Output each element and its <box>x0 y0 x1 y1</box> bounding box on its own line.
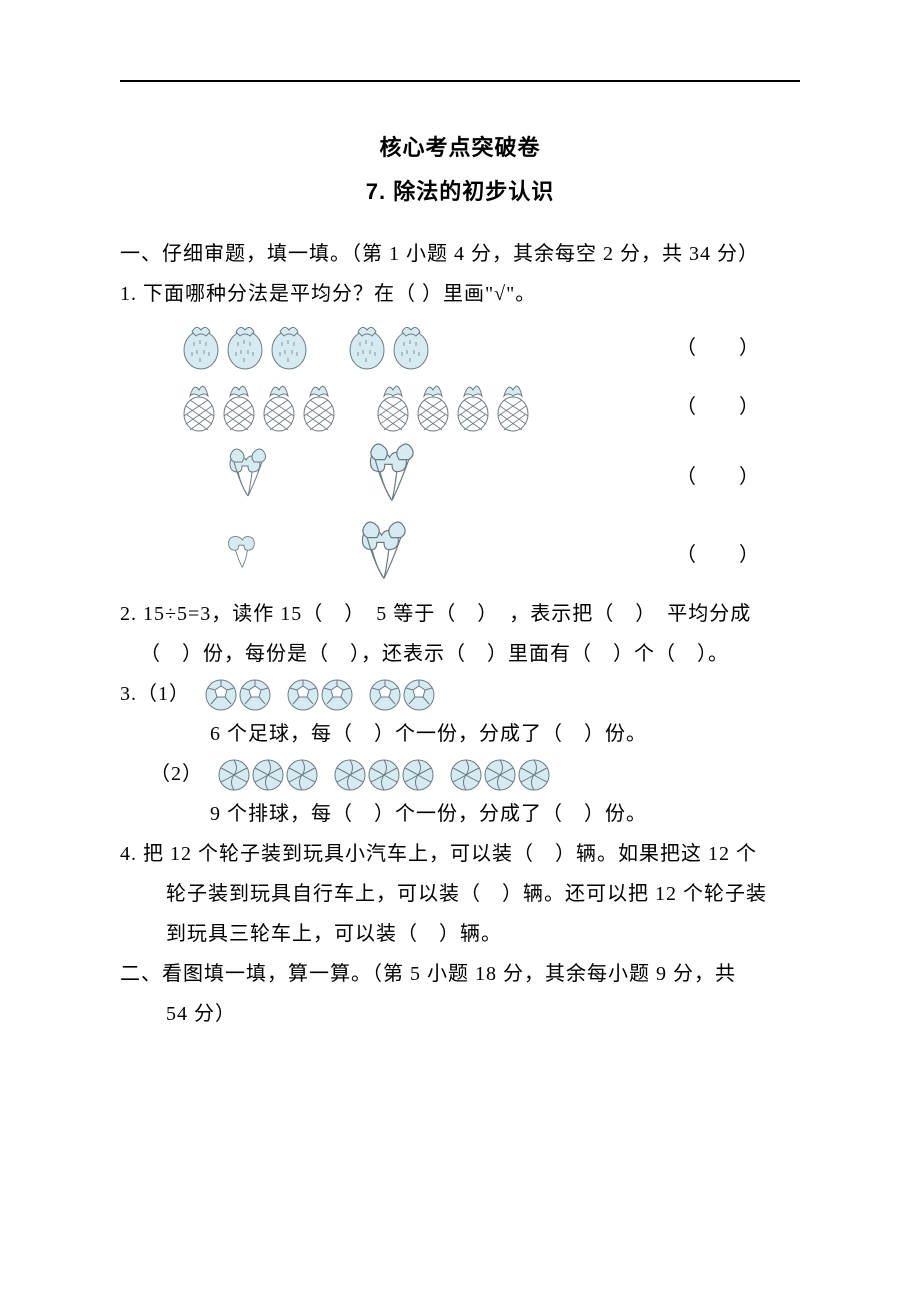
q4-line2: 轮子装到玩具自行车上，可以装（ ）辆。还可以把 12 个轮子装 <box>120 874 800 914</box>
soccer-icon <box>204 678 238 712</box>
section1-heading: 一、仔细审题，填一填。（第 1 小题 4 分，其余每空 2 分，共 34 分） <box>120 234 800 274</box>
q3-line2: 6 个足球，每（ ）个一份，分成了（ ）份。 <box>120 714 800 754</box>
volleyball-icon <box>333 758 367 792</box>
soccer-icon <box>238 678 272 712</box>
q1-row-2-left <box>180 376 338 432</box>
q1-image-block: （ ） （ ） <box>180 320 800 588</box>
strawberry-icon <box>224 320 266 370</box>
balloons-icon <box>220 526 268 578</box>
volleyball-icon <box>401 758 435 792</box>
q3b-line1: （2） <box>120 754 800 794</box>
q1-row-2-right <box>374 376 532 432</box>
q1-row-2-paren: （ ） <box>676 390 800 419</box>
section2-heading-l2: 54 分） <box>120 994 800 1034</box>
q4-line3: 到玩具三轮车上，可以装（ ）辆。 <box>120 914 800 954</box>
strawberry-icon <box>268 320 310 370</box>
q1-row-4-left <box>220 526 268 578</box>
soccer-icon <box>402 678 436 712</box>
volleyball-icon <box>285 758 319 792</box>
title-sub: 7. 除法的初步认识 <box>120 174 800 206</box>
q1-row-4-paren: （ ） <box>676 538 800 567</box>
q1-row-1-right <box>346 320 432 370</box>
pineapple-icon <box>414 376 452 432</box>
q3b-prefix: （2） <box>150 763 203 785</box>
q1-row-2: （ ） <box>180 376 800 432</box>
strawberry-icon <box>180 320 222 370</box>
volleyball-icon <box>217 758 251 792</box>
balloons-icon <box>356 438 428 510</box>
volleyball-icon <box>449 758 483 792</box>
volleyball-icon <box>517 758 551 792</box>
soccer-icon <box>368 678 402 712</box>
q2-line2: （ ）份，每份是（ ），还表示（ ）里面有（ ）个（ ）。 <box>120 634 800 674</box>
q1-text: 1. 下面哪种分法是平均分？在（ ）里画"√"。 <box>120 274 800 314</box>
q3-line1: 3.（1） <box>120 674 800 714</box>
pineapple-icon <box>220 376 258 432</box>
strawberry-icon <box>390 320 432 370</box>
pineapple-icon <box>260 376 298 432</box>
soccer-icon <box>286 678 320 712</box>
balloons-icon <box>348 516 420 588</box>
pineapple-icon <box>180 376 218 432</box>
q3b-volleyball-groups <box>217 758 551 792</box>
page: 核心考点突破卷 7. 除法的初步认识 一、仔细审题，填一填。（第 1 小题 4 … <box>0 0 920 1302</box>
section2-heading-l1: 二、看图填一填，算一算。（第 5 小题 18 分，其余每小题 9 分，共 <box>120 954 800 994</box>
soccer-icon <box>320 678 354 712</box>
q1-row-3-paren: （ ） <box>676 460 800 489</box>
volleyball-icon <box>367 758 401 792</box>
volleyball-icon <box>251 758 285 792</box>
pineapple-icon <box>454 376 492 432</box>
strawberry-icon <box>346 320 388 370</box>
q2-line1: 2. 15÷5=3，读作 15（ ） 5 等于（ ） ，表示把（ ） 平均分成 <box>120 594 800 634</box>
q3b-line2: 9 个排球，每（ ）个一份，分成了（ ）份。 <box>120 794 800 834</box>
q1-row-1-paren: （ ） <box>676 331 800 360</box>
pineapple-icon <box>494 376 532 432</box>
q1-row-1: （ ） <box>180 320 800 370</box>
balloons-icon <box>220 444 276 504</box>
top-rule <box>120 80 800 82</box>
q1-row-3-right <box>356 438 428 510</box>
q3-prefix: 3.（1） <box>120 683 190 705</box>
q1-row-4: （ ） <box>180 516 800 588</box>
document-content: 核心考点突破卷 7. 除法的初步认识 一、仔细审题，填一填。（第 1 小题 4 … <box>120 80 800 1034</box>
pineapple-icon <box>374 376 412 432</box>
title-main: 核心考点突破卷 <box>120 130 800 162</box>
q1-row-1-left <box>180 320 310 370</box>
q1-row-3: （ ） <box>180 438 800 510</box>
q4-line1: 4. 把 12 个轮子装到玩具小汽车上，可以装（ ）辆。如果把这 12 个 <box>120 834 800 874</box>
volleyball-icon <box>483 758 517 792</box>
pineapple-icon <box>300 376 338 432</box>
q1-row-3-left <box>220 444 276 504</box>
q3-soccer-groups <box>204 678 436 712</box>
q1-row-4-right <box>348 516 420 588</box>
